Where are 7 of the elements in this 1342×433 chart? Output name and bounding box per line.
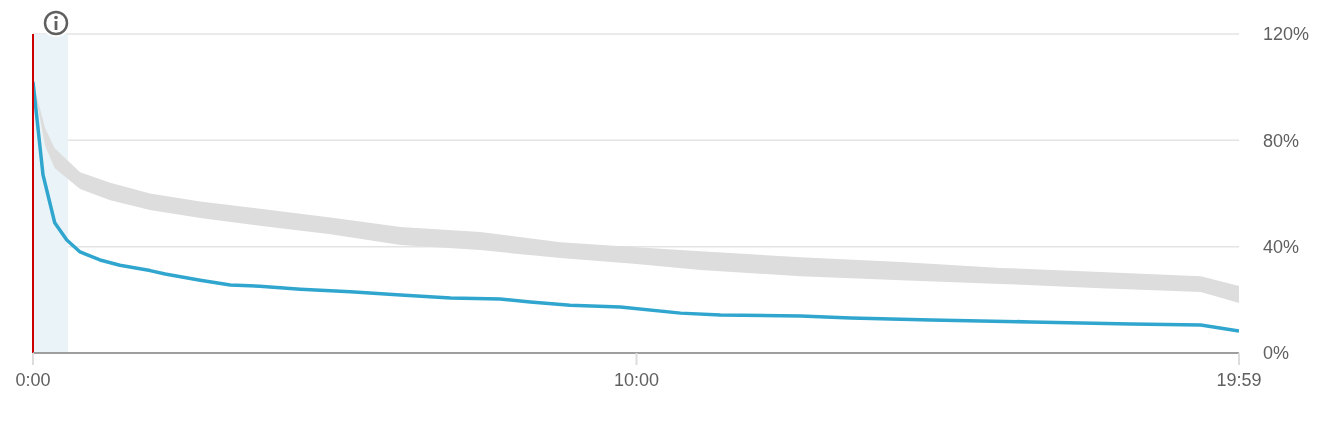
x-tick-label: 10:00 [613, 369, 660, 390]
y-tick-label: 0% [1263, 343, 1290, 364]
x-tick-label: 0:00 [15, 369, 51, 390]
x-tick-label: 19:59 [1216, 369, 1262, 390]
y-tick-label: 80% [1263, 130, 1300, 151]
y-tick-label: 40% [1263, 237, 1300, 258]
y-tick-label: 120% [1263, 24, 1310, 45]
